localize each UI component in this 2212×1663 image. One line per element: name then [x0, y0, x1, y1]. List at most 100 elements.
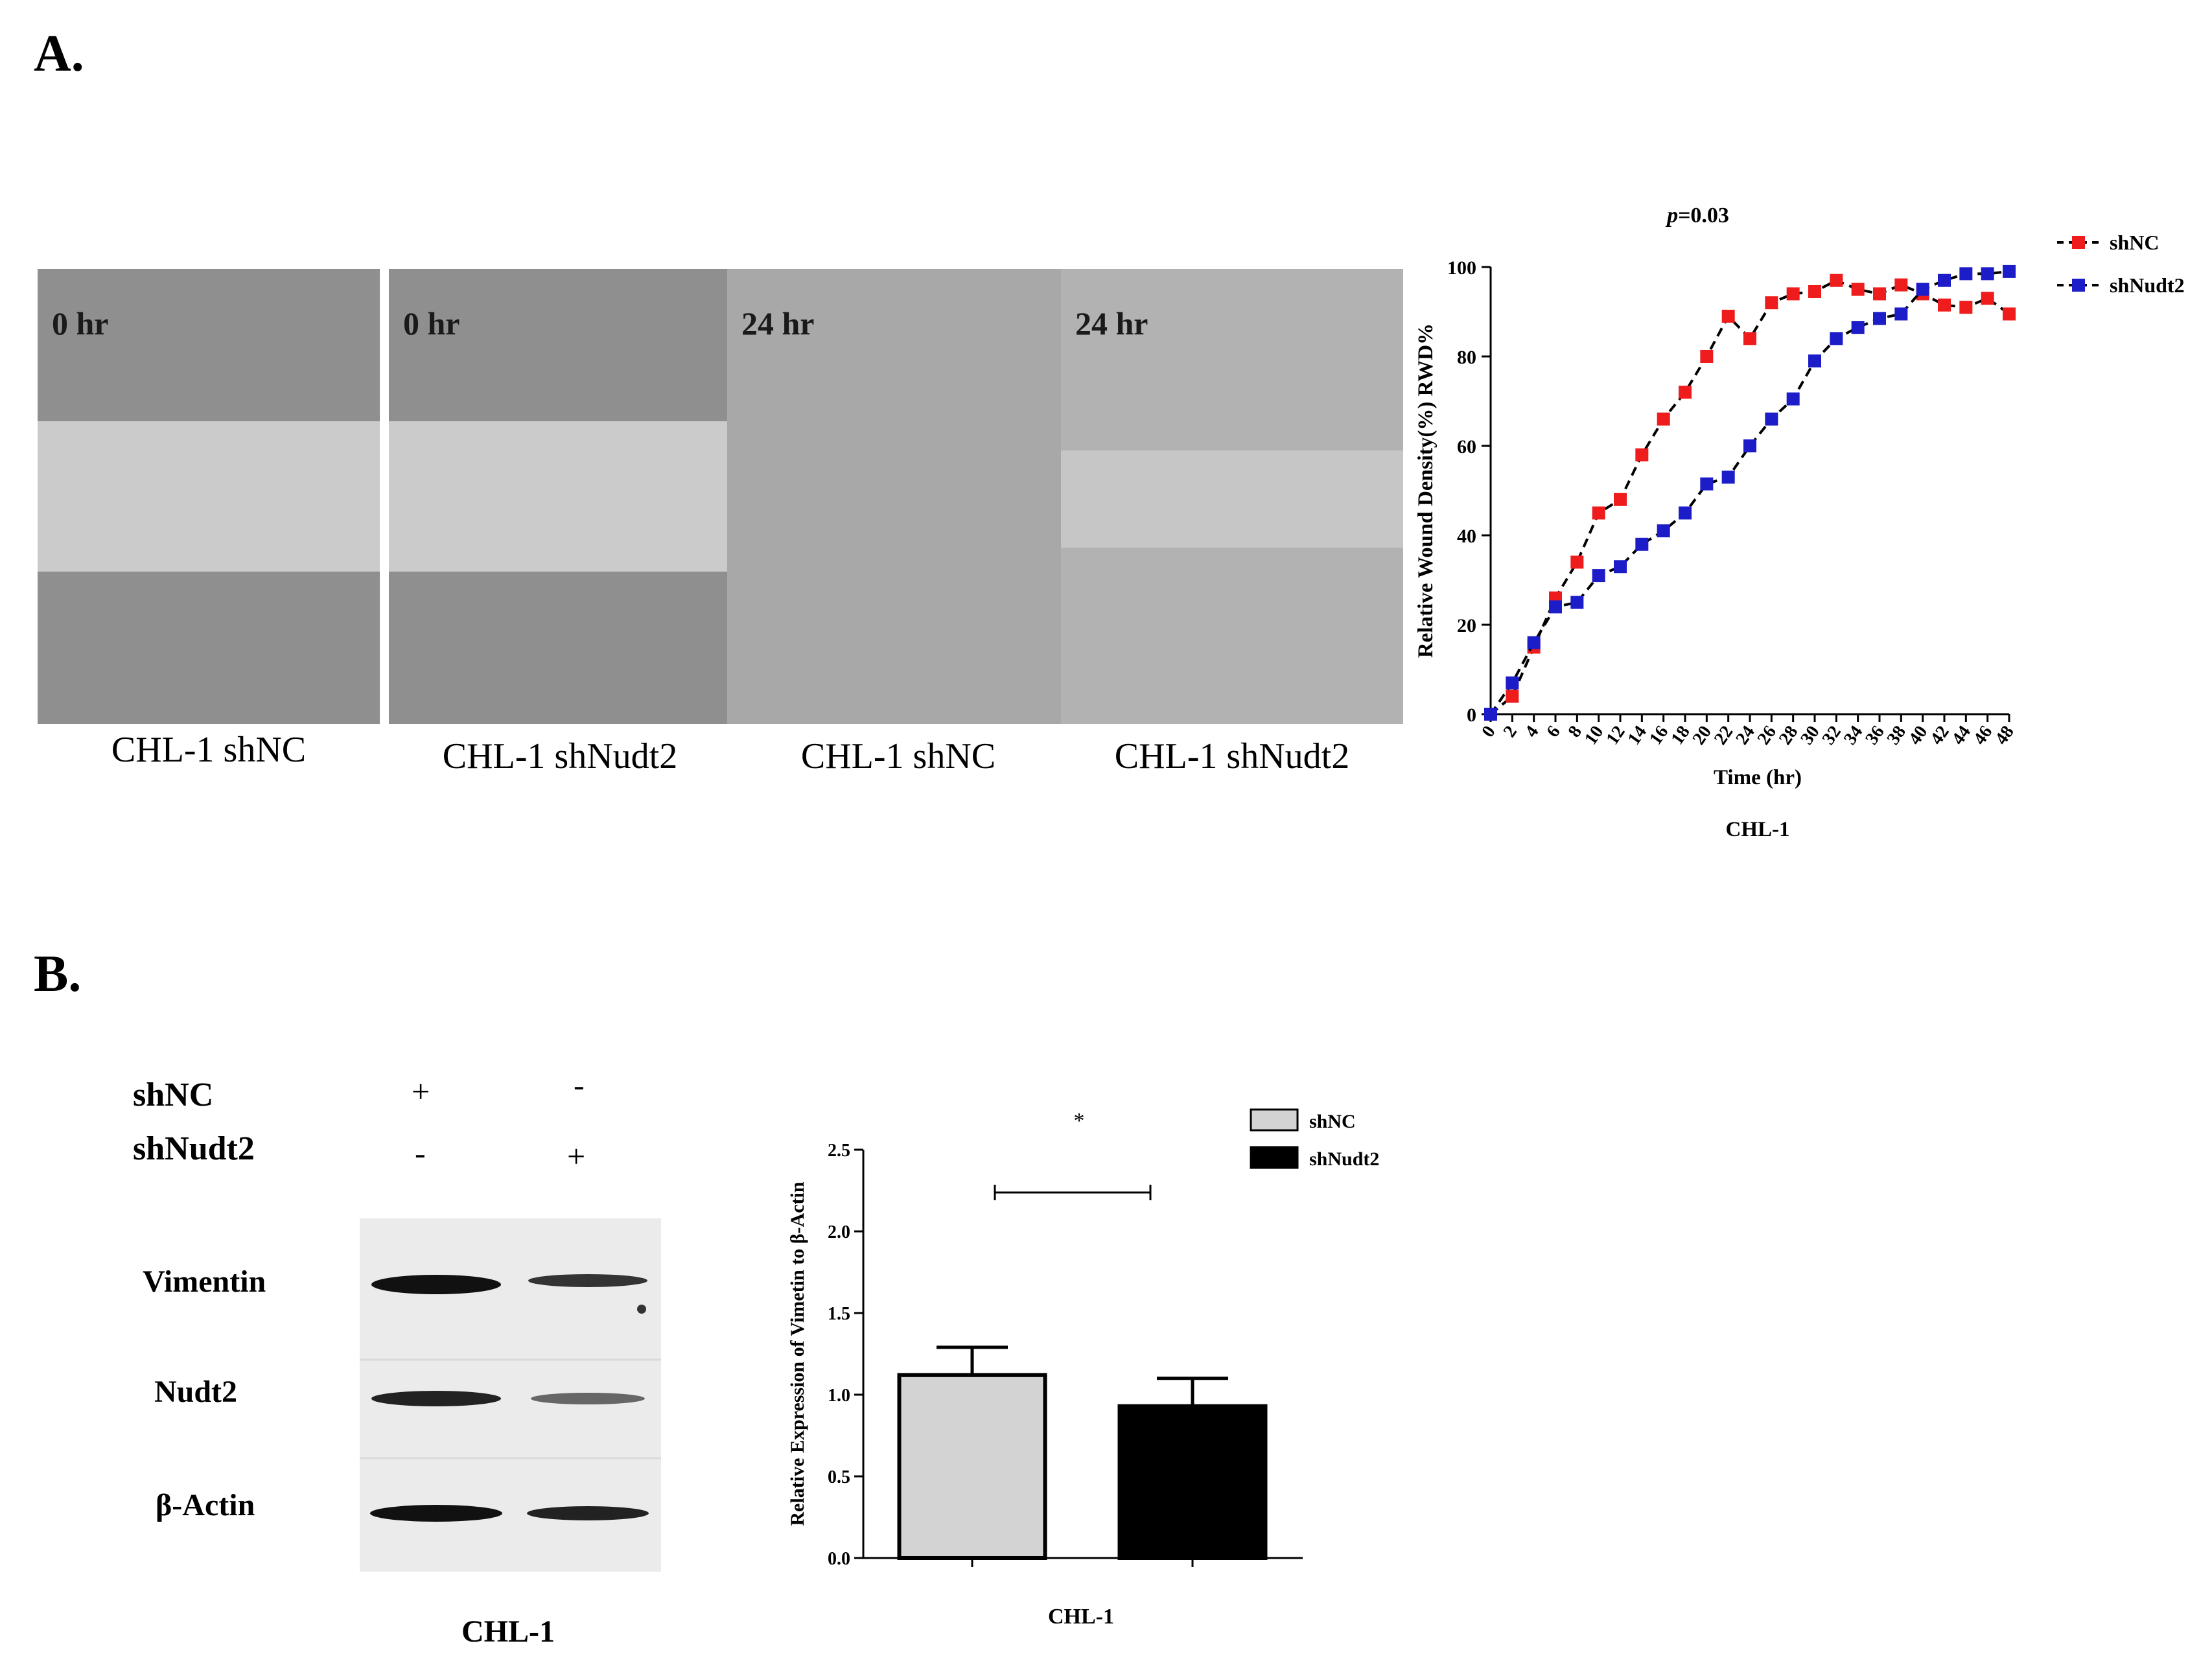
line-chart-ytick-label: 60 — [1457, 436, 1476, 458]
bar-chart-ytick-label: 2.5 — [828, 1141, 850, 1161]
legend-label-shNC: shNC — [2110, 231, 2159, 254]
data-point-shNC — [1830, 273, 1843, 287]
data-point-shNudt2 — [1506, 676, 1519, 690]
data-point-shNudt2 — [1851, 321, 1865, 334]
data-point-shNC — [1635, 448, 1649, 461]
bar-shNudt2 — [1117, 1404, 1268, 1561]
data-point-shNudt2 — [1679, 506, 1692, 520]
data-point-shNC — [2003, 307, 2016, 321]
vimentin-bar-chart: 0.0 0.5 1.0 1.5 2.0 2.5 Relative Expression o… — [787, 1108, 1379, 1629]
line-chart-legend: shNC shNudt2 — [2057, 231, 2185, 297]
legend-marker-shNC — [2072, 236, 2085, 249]
bar-chart-ytick-label: 2.0 — [828, 1222, 850, 1242]
wound-image-shnc-0hr: 0 hr — [38, 269, 380, 724]
data-point-shNudt2 — [1570, 596, 1584, 609]
data-point-shNudt2 — [1592, 569, 1605, 583]
data-point-shNC — [1981, 292, 1994, 305]
data-point-shNudt2 — [1527, 636, 1541, 649]
line-chart-ytick-label: 40 — [1457, 526, 1476, 547]
western-blot-image — [360, 1218, 661, 1572]
blot-bands — [360, 1218, 661, 1572]
bar-chart-ticks: 0.0 0.5 1.0 1.5 2.0 2.5 — [828, 1141, 1194, 1569]
micro-caption: CHL-1 shNC — [111, 730, 307, 770]
wound-texture — [1061, 269, 1403, 724]
line-chart-series — [1484, 264, 2016, 721]
blot-caption: CHL-1 — [461, 1614, 555, 1649]
panel-a-label: A. — [34, 25, 84, 82]
data-point-shNudt2 — [1657, 524, 1670, 538]
micro-time-label: 24 hr — [741, 305, 815, 342]
micro-time-label: 0 hr — [52, 305, 109, 342]
data-point-shNC — [1873, 287, 1886, 301]
data-point-shNC — [1851, 283, 1865, 296]
wound-image-shnudt2-24hr: 24 hr — [1061, 269, 1403, 724]
bar-chart-xlabel: CHL-1 — [1048, 1605, 1114, 1629]
micro-caption: CHL-1 shNudt2 — [1114, 736, 1350, 776]
line-chart-xtick-label: 4 — [1521, 722, 1543, 741]
line-chart-caption: CHL-1 — [1726, 818, 1790, 841]
data-point-shNC — [1506, 690, 1519, 703]
wound-texture — [727, 269, 1069, 724]
line-chart-title: p=0.03 — [1665, 204, 1729, 227]
legend-label-shNC: shNC — [1309, 1111, 1356, 1132]
line-chart-ytick-label: 80 — [1457, 347, 1476, 368]
data-point-shNC — [1679, 386, 1692, 399]
significance-star: * — [1074, 1109, 1085, 1133]
wound-image-shnudt2-0hr: 0 hr — [389, 269, 731, 724]
data-point-shNC — [1786, 287, 1800, 301]
data-point-shNudt2 — [1700, 477, 1714, 491]
bar-shNC — [897, 1373, 1047, 1560]
wound-image-shnc-24hr: 24 hr — [727, 269, 1069, 724]
data-point-shNudt2 — [1808, 354, 1821, 367]
legend-swatch-shNudt2 — [1250, 1146, 1299, 1169]
panel-b-label: B. — [34, 946, 82, 1003]
blot-row-label-shnudt2: shNudt2 — [133, 1130, 255, 1167]
data-point-shNudt2 — [1484, 708, 1497, 721]
bar-chart-bars — [897, 1345, 1268, 1561]
data-point-shNC — [1721, 309, 1735, 323]
data-point-shNC — [1614, 493, 1627, 506]
micro-time-label: 24 hr — [1075, 305, 1148, 342]
line-chart-ytick-label: 0 — [1467, 704, 1476, 726]
data-point-shNC — [1700, 350, 1714, 363]
data-point-shNudt2 — [1743, 439, 1756, 452]
legend-marker-shNudt2 — [2072, 279, 2085, 292]
blot-row-label-shnc: shNC — [133, 1076, 214, 1113]
bar-chart-legend: shNC shNudt2 — [1250, 1108, 1379, 1170]
data-point-shNudt2 — [1916, 283, 1929, 296]
data-point-shNudt2 — [1635, 537, 1649, 551]
micro-caption: CHL-1 shNudt2 — [442, 736, 678, 776]
line-chart-xtick-label: 6 — [1543, 722, 1564, 741]
data-point-shNudt2 — [1981, 267, 1994, 281]
series-line-shNC — [1489, 279, 2010, 715]
micro-time-label: 0 hr — [403, 305, 460, 342]
wound-texture — [389, 269, 731, 724]
wound-texture — [38, 269, 380, 724]
data-point-shNC — [1592, 506, 1605, 520]
legend-label-shNudt2: shNudt2 — [2110, 273, 2185, 297]
legend-label-shNudt2: shNudt2 — [1309, 1148, 1379, 1170]
data-point-shNudt2 — [1938, 273, 1951, 287]
micro-caption: CHL-1 shNC — [800, 736, 996, 776]
bar-chart-ylabel: Relative Expression of Vimetin to β-Acti… — [787, 1181, 808, 1526]
blot-sign: + — [567, 1138, 586, 1174]
data-point-shNudt2 — [2003, 264, 2016, 278]
data-point-shNC — [1938, 298, 1951, 312]
blot-sign: - — [415, 1135, 426, 1171]
line-chart-xtick-label: 48 — [1991, 722, 2018, 749]
data-point-shNudt2 — [1873, 312, 1886, 325]
line-chart-xlabel: Time (hr) — [1714, 766, 1802, 789]
line-chart-xtick-label: 0 — [1478, 722, 1499, 741]
data-point-shNC — [1743, 332, 1756, 345]
line-chart-xtick-label: 2 — [1500, 722, 1521, 741]
data-point-shNudt2 — [1765, 412, 1778, 426]
data-point-shNudt2 — [1549, 600, 1562, 614]
bar-chart-ytick-label: 0.5 — [828, 1467, 850, 1487]
data-point-shNudt2 — [1894, 307, 1908, 321]
bar-chart-ytick-label: 1.5 — [828, 1304, 850, 1324]
data-point-shNudt2 — [1830, 332, 1843, 345]
data-point-shNC — [1808, 285, 1821, 298]
data-point-shNC — [1657, 412, 1670, 426]
